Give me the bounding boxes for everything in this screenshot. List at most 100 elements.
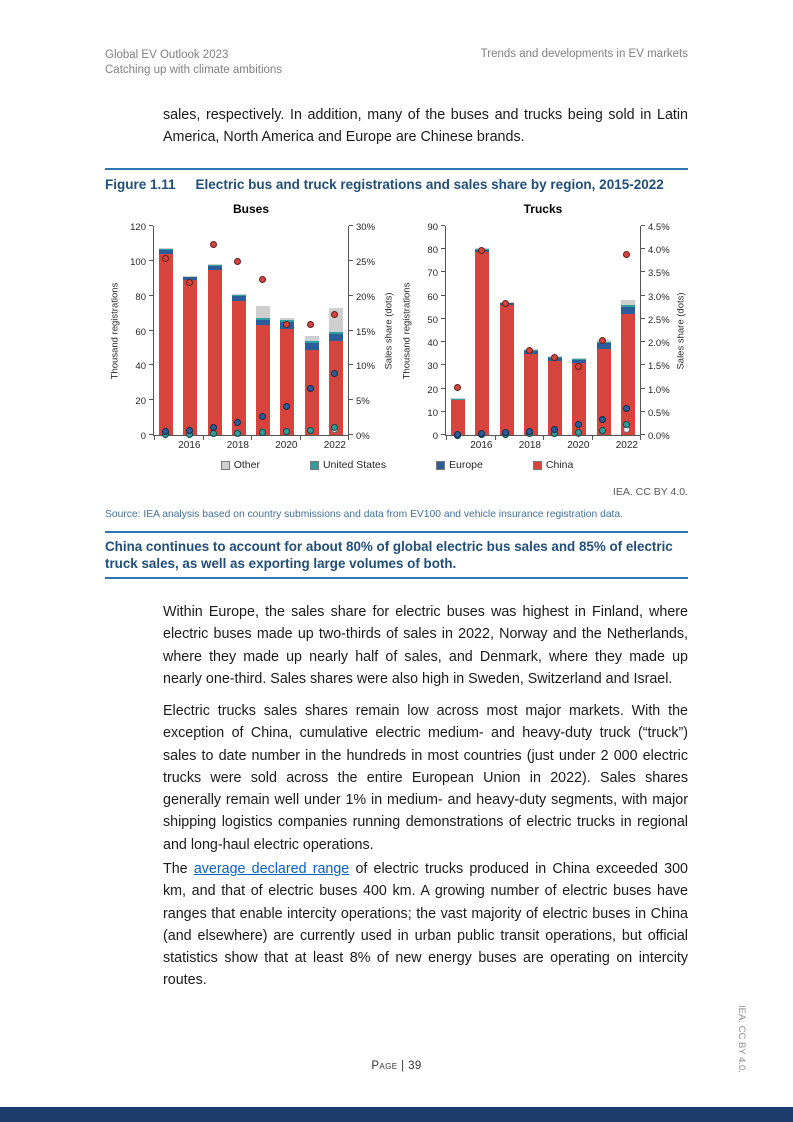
bar-united-states (280, 320, 295, 322)
y-tick-mark (349, 399, 353, 401)
x-tick-label: 2016 (178, 440, 201, 451)
dot-china (282, 321, 290, 329)
y-tick-label: 20 (427, 384, 438, 396)
y-tick-mark (641, 294, 645, 296)
y-tick-mark (441, 387, 445, 389)
y-tick-mark (149, 294, 153, 296)
y-tick-label: 0.5% (648, 407, 670, 419)
x-tick-mark (543, 436, 544, 440)
y-tick-label: 90 (427, 222, 438, 233)
callout-top-divider (105, 531, 688, 533)
side-attribution: IEA. CC BY 4.0. (736, 1005, 747, 1073)
average-declared-range-link[interactable]: average declared range (193, 861, 350, 877)
bar-united-states (256, 318, 271, 321)
y-tick-label: 1.0% (648, 384, 670, 396)
y-tick-label: 3.0% (648, 291, 670, 303)
legend-label-other: Other (233, 459, 260, 471)
y-tick-mark (349, 225, 353, 226)
y-tick-label: 60 (135, 326, 146, 338)
bar-china (231, 300, 246, 435)
bar-europe (207, 266, 222, 270)
y-tick-mark (441, 364, 445, 366)
y-tick-mark (149, 399, 153, 401)
legend-swatch-united-states (309, 460, 319, 470)
y-axis-title-right: Sales share (dots) (675, 292, 687, 370)
x-tick-mark (202, 436, 204, 440)
legend-item-china: China (532, 459, 573, 471)
dot-united-states (574, 428, 582, 436)
bar-united-states (620, 304, 635, 308)
y-tick-label: 4.5% (648, 222, 670, 233)
dot-china (453, 383, 461, 391)
bar-other (620, 300, 635, 305)
bar-china (207, 269, 222, 435)
y-tick-mark (149, 225, 153, 226)
y-tick-mark (349, 259, 353, 261)
dot-united-states (210, 430, 218, 438)
y-tick-mark (149, 364, 153, 366)
y-tick-mark (641, 410, 645, 412)
figure-charts: Buses Thousand registrations 0 20 40 60 80 10… (105, 198, 689, 454)
bar-united-states (572, 358, 587, 360)
x-axis-labels: 2016 2018 2020 2022 (153, 440, 349, 454)
x-tick-mark (446, 436, 447, 440)
y-tick-label: 5% (356, 396, 370, 408)
bar-united-states (328, 332, 343, 334)
plot-area-buses (149, 225, 353, 440)
x-axis-labels: 2016 2018 2020 2022 (445, 440, 641, 454)
figure-top-divider (105, 168, 688, 170)
chart-title-buses: Buses (232, 202, 270, 216)
legend-swatch-europe (436, 460, 445, 470)
y-tick-mark (441, 248, 445, 250)
figure-label: Figure 1.11 (105, 177, 176, 192)
y-tick-label: 30 (427, 361, 438, 373)
dot-europe (526, 427, 534, 435)
bar-china (475, 251, 490, 435)
y-tick-label: 30% (356, 222, 376, 233)
figure-source: Source: IEA analysis based on country su… (105, 509, 624, 520)
bar-other (159, 248, 174, 250)
bar-china (280, 328, 295, 435)
dot-china (526, 346, 534, 354)
x-tick-label: 2018 (518, 440, 541, 451)
y-tick-label: 2.0% (648, 338, 670, 350)
dot-europe (453, 430, 461, 438)
y-tick-label: 50 (427, 314, 438, 326)
dot-united-states (234, 429, 242, 437)
legend-swatch-other (220, 460, 230, 470)
bar-china (523, 353, 538, 435)
y-tick-label: 10% (356, 361, 376, 373)
dot-china (161, 254, 169, 262)
y-tick-mark (641, 341, 645, 343)
dot-china (574, 362, 582, 370)
y-tick-label: 0.0% (648, 431, 670, 442)
y-axis-labels-right: 0.0% 0.5% 1.0% 1.5% 2.0% 2.5% 3.0% 3.5% 4.0% 4.5% (645, 222, 681, 442)
x-tick-label: 2022 (615, 440, 638, 451)
bar-china (572, 363, 587, 435)
bar-other (207, 263, 222, 266)
y-tick-mark (441, 434, 445, 435)
bar-united-states (231, 294, 246, 296)
dot-united-states (258, 429, 266, 437)
y-tick-mark (441, 225, 445, 226)
page-header-left: Global EV Outlook 2023 Catching up with … (105, 48, 282, 78)
y-tick-label: 120 (130, 222, 146, 233)
range-text-before: The (163, 861, 194, 877)
y-tick-label: 0% (356, 431, 370, 442)
page-number: Page | 39 (371, 1060, 422, 1072)
bar-china (304, 349, 319, 435)
dot-united-states (307, 426, 315, 434)
dot-china (210, 240, 218, 248)
bar-other (280, 318, 295, 321)
intro-paragraph: sales, respectively. In addition, many o… (163, 107, 688, 145)
y-tick-mark (441, 341, 445, 343)
y-tick-label: 20 (135, 396, 146, 408)
bar-china (328, 340, 343, 435)
x-tick-label: 2016 (470, 440, 493, 451)
bar-china (620, 314, 635, 435)
figure-attribution: IEA. CC BY 4.0. (612, 486, 688, 498)
dot-china (502, 300, 510, 308)
y-tick-mark (441, 410, 445, 412)
y-tick-mark (149, 329, 153, 331)
